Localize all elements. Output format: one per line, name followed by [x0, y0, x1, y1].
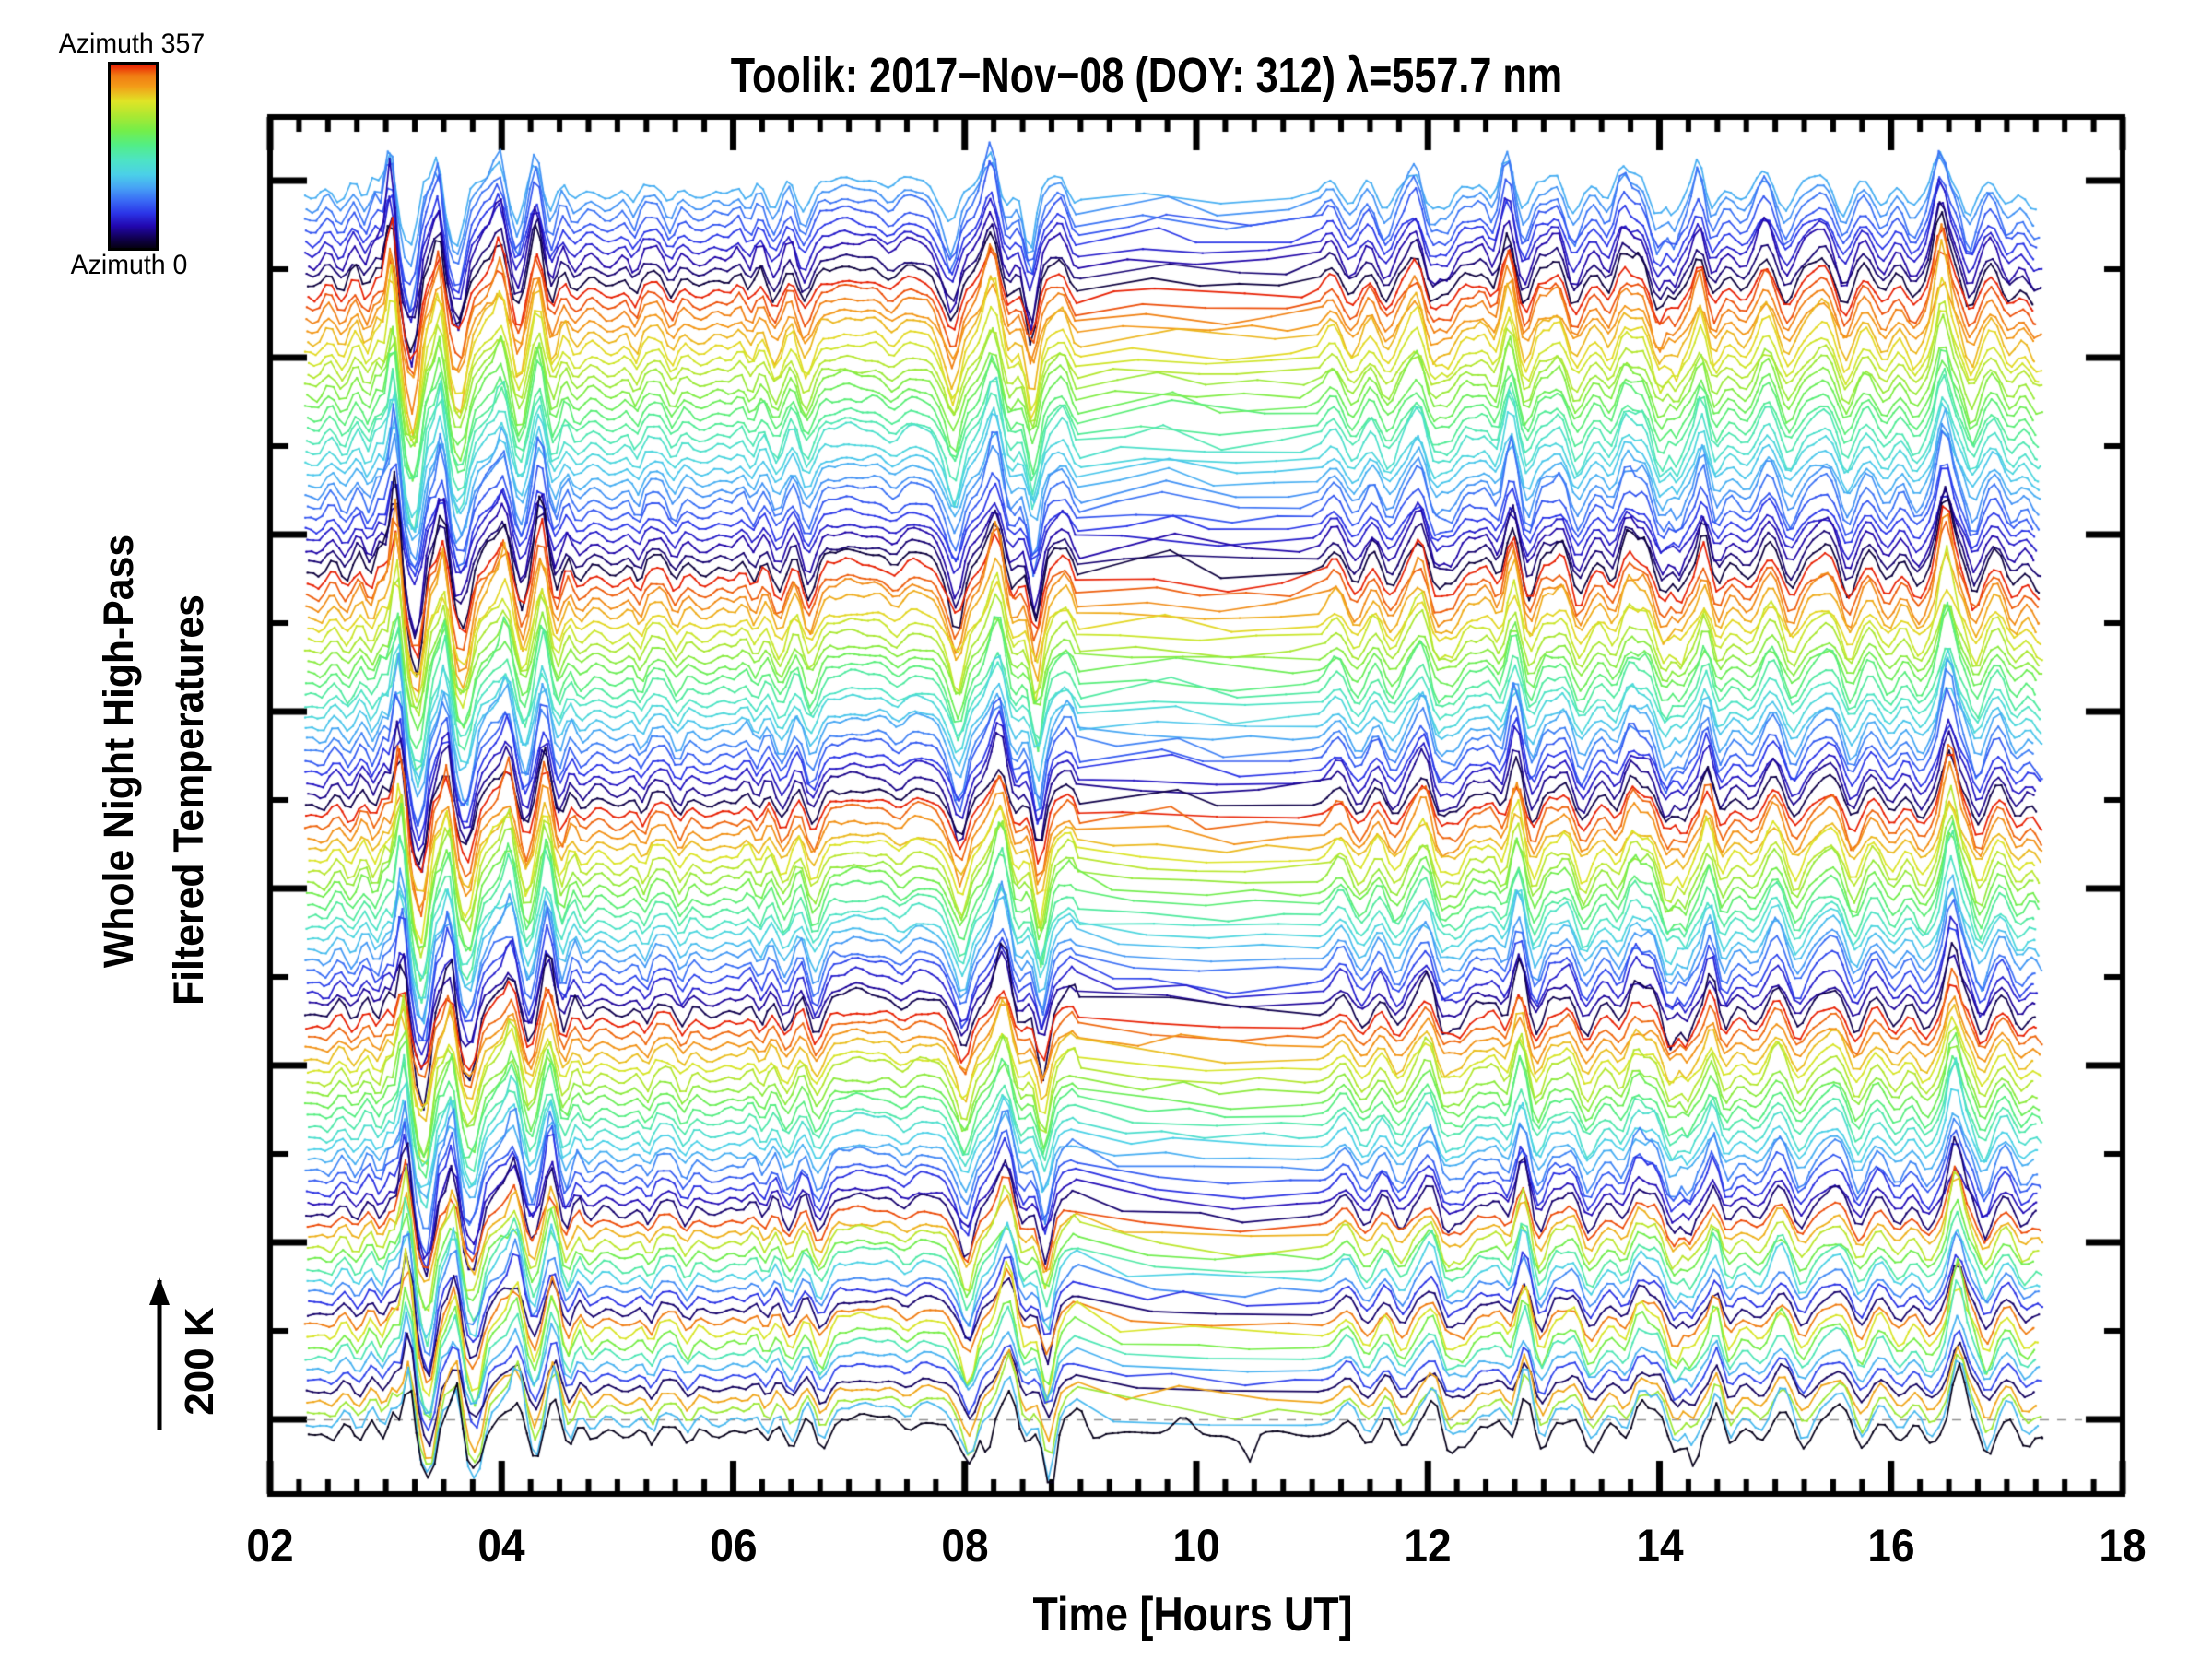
x-axis-label: Time [Hours UT] [1032, 1588, 1353, 1641]
scale-arrow-label: 200 K [177, 1307, 222, 1416]
colorbar-label-bottom: Azimuth 0 [70, 250, 188, 280]
x-tick-label: 12 [1404, 1520, 1452, 1571]
x-tick-label: 02 [246, 1520, 294, 1571]
x-tick-label: 04 [477, 1520, 525, 1571]
x-tick-label: 16 [1867, 1520, 1915, 1571]
x-tick-label: 06 [709, 1520, 758, 1571]
y-axis-label-line1: Whole Night High-Pass [95, 534, 142, 969]
x-tick-label: 14 [1635, 1520, 1684, 1571]
scale-arrow-icon [149, 1277, 170, 1430]
colorbar-gradient [108, 62, 159, 251]
x-tick-label: 18 [2099, 1520, 2147, 1571]
plot-title: Toolik: 2017−Nov−08 (DOY: 312) λ=557.7 n… [730, 48, 1563, 103]
x-tick-label: 08 [941, 1520, 989, 1571]
x-tick-label: 10 [1172, 1520, 1220, 1571]
y-axis-label-line2: Filtered Temperatures [165, 594, 212, 1006]
colorbar-label-top: Azimuth 357 [58, 29, 206, 59]
